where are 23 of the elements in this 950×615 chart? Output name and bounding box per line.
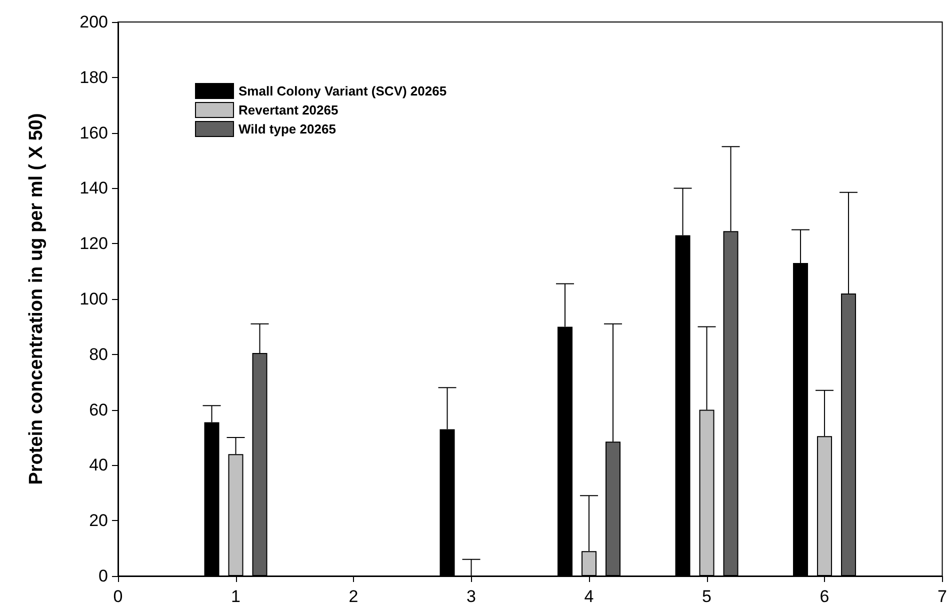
y-tick-label: 20 — [89, 511, 108, 530]
x-tick-label: 2 — [348, 587, 358, 606]
y-tick-label: 120 — [80, 234, 108, 254]
y-tick-label: 100 — [80, 290, 108, 308]
y-tick-label: 60 — [89, 400, 108, 420]
y-tick-label: 160 — [80, 123, 108, 142]
y-axis-title: Protein concentration in ug per ml ( X 50) — [26, 113, 47, 485]
y-tick-label: 200 — [80, 12, 108, 32]
x-tick-label: 6 — [820, 587, 830, 606]
x-tick-label: 4 — [584, 587, 594, 606]
y-tick-label: 140 — [80, 178, 108, 198]
legend-label: Small Colony Variant (SCV) 20265 — [238, 84, 447, 98]
y-tick-label: 40 — [89, 456, 108, 475]
x-tick-label: 5 — [702, 587, 712, 606]
legend-label: Revertant 20265 — [238, 102, 338, 118]
x-tick-label: 1 — [231, 587, 240, 606]
x-tick-label: 7 — [938, 587, 948, 606]
legend-label: Wild type 20265 — [238, 122, 336, 136]
x-tick-label: 0 — [113, 587, 123, 606]
x-tick-label: 3 — [466, 587, 476, 606]
y-tick-label: 180 — [80, 68, 108, 87]
y-tick-label: 0 — [98, 566, 108, 586]
y-tick-label: 80 — [89, 344, 108, 364]
